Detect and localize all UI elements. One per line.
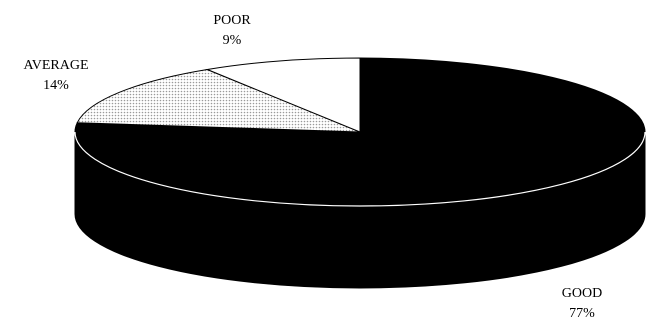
pie-rim — [74, 131, 646, 207]
slice-label-poor: POOR — [213, 13, 251, 28]
slice-label-good: GOOD — [562, 286, 602, 301]
slice-value-poor: 9% — [223, 33, 242, 48]
slice-poor — [205, 57, 361, 133]
slice-value-average: 14% — [43, 78, 69, 93]
slice-value-good: 77% — [569, 306, 595, 321]
slice-label-average: AVERAGE — [23, 58, 88, 73]
slice-average — [76, 69, 361, 133]
